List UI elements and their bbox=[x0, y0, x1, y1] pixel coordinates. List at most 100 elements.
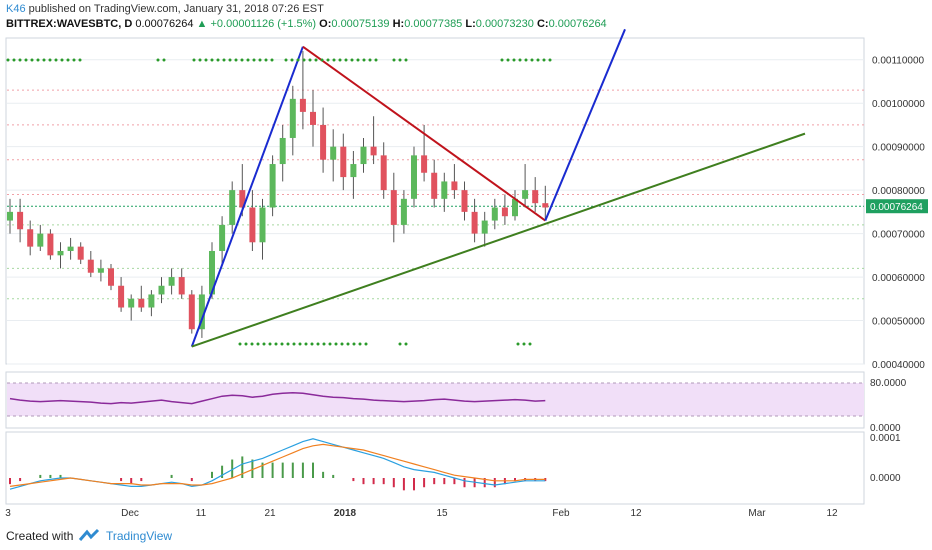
signal-dot-top bbox=[290, 58, 294, 62]
signal-dot-bottom bbox=[352, 342, 356, 346]
signal-dot-bottom bbox=[328, 342, 332, 346]
signal-dot-top bbox=[398, 58, 402, 62]
candle-body bbox=[118, 285, 125, 308]
signal-dot-top bbox=[356, 58, 360, 62]
candle-body bbox=[451, 181, 458, 191]
tradingview-brand-link[interactable]: TradingView bbox=[106, 529, 173, 543]
candle-body bbox=[57, 250, 64, 256]
signal-dot-bottom bbox=[346, 342, 350, 346]
signal-dot-top bbox=[350, 58, 354, 62]
candle-body bbox=[461, 190, 468, 212]
signal-dot-top bbox=[326, 58, 330, 62]
candle-body bbox=[320, 124, 327, 160]
signal-dot-bottom bbox=[268, 342, 272, 346]
candle-body bbox=[279, 137, 286, 165]
candle-body bbox=[67, 246, 74, 251]
candle-body bbox=[198, 294, 205, 330]
signal-dot-top bbox=[36, 58, 40, 62]
candle-body bbox=[7, 211, 13, 221]
red-resistance-trendline bbox=[302, 45, 546, 222]
open-value: 0.00075139 bbox=[331, 18, 390, 30]
signal-dot-bottom bbox=[334, 342, 338, 346]
signal-dot-bottom bbox=[262, 342, 266, 346]
y-tick-label: 0.00060000 bbox=[872, 273, 925, 284]
signal-dot-top bbox=[222, 58, 226, 62]
y-tick-label: 0.00110000 bbox=[872, 56, 925, 67]
signal-dot-bottom bbox=[316, 342, 320, 346]
candle-body bbox=[431, 172, 438, 199]
low-value: 0.00073230 bbox=[475, 18, 534, 30]
last-price-tag-label: 0.00076264 bbox=[870, 202, 923, 213]
low-label: L: bbox=[465, 18, 476, 30]
signal-dot-bottom bbox=[304, 342, 308, 346]
signal-dot-top bbox=[344, 58, 348, 62]
candle-body bbox=[350, 164, 357, 178]
signal-dot-top bbox=[506, 58, 510, 62]
candle-body bbox=[148, 294, 155, 308]
signal-dot-top bbox=[240, 58, 244, 62]
macd-pane[interactable] bbox=[5, 431, 865, 505]
candle-body bbox=[532, 190, 539, 204]
signal-dot-top bbox=[54, 58, 58, 62]
symbol-name[interactable]: BITTREX:WAVESBTC, D bbox=[6, 18, 133, 30]
author-link[interactable]: K46 bbox=[6, 3, 26, 15]
candle-body bbox=[17, 211, 24, 230]
signal-dot-bottom bbox=[358, 342, 362, 346]
signal-dot-top bbox=[518, 58, 522, 62]
signal-dot-top bbox=[30, 58, 34, 62]
high-label: H: bbox=[392, 18, 405, 30]
signal-dot-top bbox=[66, 58, 70, 62]
candle-body bbox=[481, 220, 488, 234]
signal-dot-top bbox=[500, 58, 504, 62]
signal-dot-top bbox=[524, 58, 528, 62]
main-pane[interactable] bbox=[5, 37, 865, 365]
signal-dot-top bbox=[204, 58, 208, 62]
signal-line bbox=[9, 443, 546, 487]
axis-labels: 0.00110000 0.00100000 0.00090000 0.00080000… bbox=[5, 56, 928, 519]
candle-body bbox=[27, 229, 34, 247]
signal-dot-top bbox=[362, 58, 366, 62]
candle-body bbox=[441, 181, 448, 199]
signal-dot-top bbox=[284, 58, 288, 62]
signal-dot-top bbox=[332, 58, 336, 62]
created-with-label: Created with bbox=[6, 529, 74, 543]
y-tick-label: 0.00080000 bbox=[872, 186, 925, 197]
x-tick-label: Feb bbox=[552, 508, 570, 519]
signal-dot-top bbox=[252, 58, 256, 62]
signal-dot-bottom bbox=[238, 342, 242, 346]
close-label: C: bbox=[536, 18, 549, 30]
signal-dot-top bbox=[12, 58, 16, 62]
signal-dot-top bbox=[192, 58, 196, 62]
candle-body bbox=[239, 190, 246, 208]
signal-dot-top bbox=[210, 58, 214, 62]
candle-body bbox=[310, 111, 316, 125]
y-tick-label: 0.00100000 bbox=[872, 99, 925, 110]
candle-body bbox=[330, 146, 337, 160]
signal-dot-bottom bbox=[322, 342, 326, 346]
signal-dot-bottom bbox=[244, 342, 248, 346]
candle-body bbox=[512, 198, 518, 217]
x-tick-label: Dec bbox=[121, 508, 139, 519]
close-value: 0.00076264 bbox=[548, 18, 607, 30]
candle-body bbox=[108, 268, 114, 286]
y-tick-label: 0.00070000 bbox=[872, 230, 925, 241]
open-label: O: bbox=[319, 18, 332, 30]
candle-body bbox=[128, 298, 135, 308]
candle-body bbox=[370, 146, 377, 156]
candle-body bbox=[340, 146, 347, 178]
signal-dot-top bbox=[6, 58, 10, 62]
candle-body bbox=[188, 294, 195, 330]
candle-body bbox=[522, 190, 529, 199]
tradingview-logo-icon[interactable] bbox=[78, 528, 102, 547]
price-change: ▲ +0.00001126 (+1.5%) bbox=[196, 18, 317, 30]
signal-dot-top bbox=[18, 58, 22, 62]
signal-dot-bottom bbox=[274, 342, 278, 346]
candle-body bbox=[380, 155, 387, 191]
grid-lines bbox=[7, 59, 864, 365]
blue-projection-line bbox=[544, 28, 626, 221]
signal-dot-bottom bbox=[340, 342, 344, 346]
signal-dot-top bbox=[258, 58, 262, 62]
symbol-line: BITTREX:WAVESBTC, D 0.00076264 ▲ +0.0000… bbox=[6, 18, 607, 30]
signal-dot-bottom bbox=[404, 342, 408, 346]
